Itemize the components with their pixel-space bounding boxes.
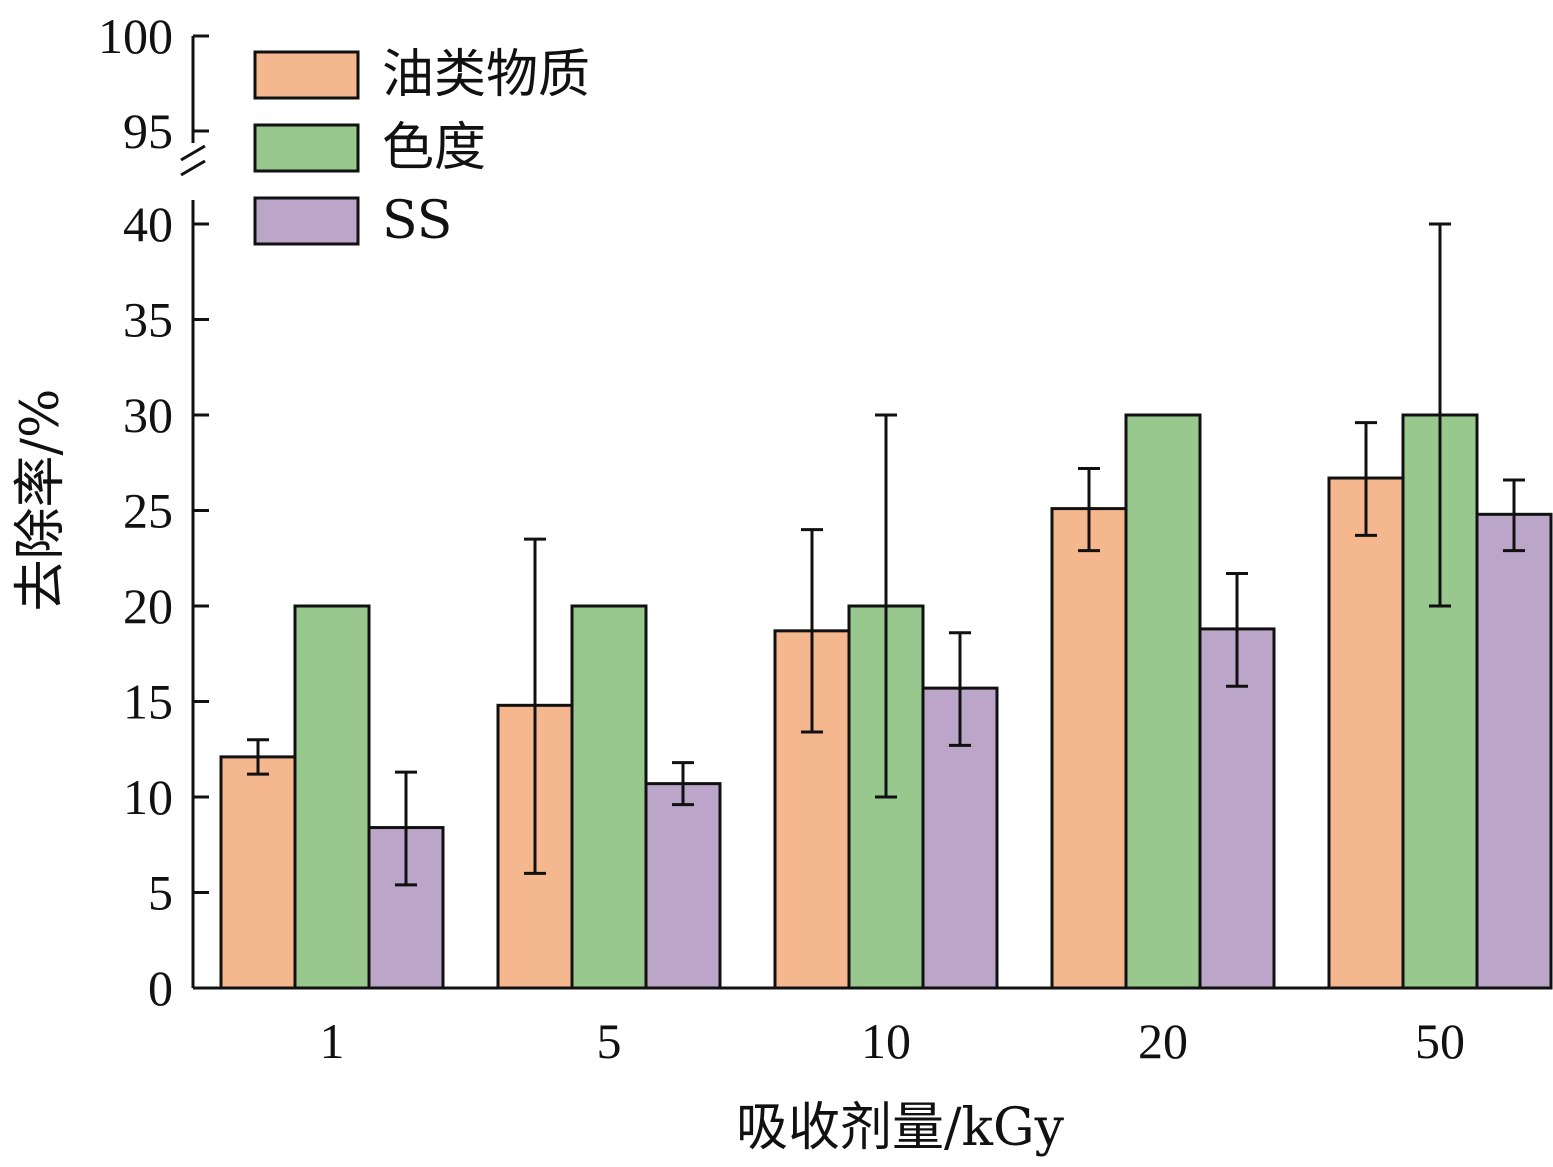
y-tick-label: 35	[123, 292, 173, 348]
legend-swatch	[253, 50, 360, 100]
legend-swatch	[253, 196, 360, 246]
error-bars	[247, 222, 1525, 887]
axis-break-mark	[180, 144, 206, 162]
y-axis-title: 去除率/%	[11, 389, 71, 612]
x-tick-label: 50	[1415, 1013, 1465, 1069]
y-tick-label: 15	[123, 674, 173, 730]
axis-break-mark	[180, 159, 206, 177]
bar	[1475, 512, 1553, 990]
x-tick-label: 20	[1138, 1013, 1188, 1069]
bar	[1327, 476, 1405, 990]
legend-label: SS	[382, 191, 452, 251]
bar	[644, 782, 722, 990]
y-tick-label: 30	[123, 387, 173, 443]
y-tick-label: 20	[123, 578, 173, 634]
y-tick-label: 10	[123, 769, 173, 825]
y-tick-label: 40	[123, 196, 173, 252]
x-tick-label: 1	[320, 1013, 345, 1069]
bar	[1124, 413, 1202, 990]
bar	[570, 604, 648, 990]
bar	[1050, 507, 1128, 990]
x-tick-label: 5	[597, 1013, 622, 1069]
legend-label: 油类物质	[382, 45, 590, 105]
x-axis-title: 吸收剂量/kGy	[736, 1098, 1065, 1158]
y-tick-label: 0	[148, 960, 173, 1016]
y-tick-label: 95	[123, 103, 173, 159]
bar	[293, 604, 371, 990]
legend-label: 色度	[382, 118, 486, 178]
y-tick-label: 5	[148, 865, 173, 921]
bar	[1198, 627, 1276, 990]
legend-swatch	[253, 123, 360, 173]
x-tick-label: 10	[861, 1013, 911, 1069]
bar	[219, 755, 297, 990]
y-tick-label: 25	[123, 483, 173, 539]
y-tick-label: 100	[98, 8, 173, 64]
